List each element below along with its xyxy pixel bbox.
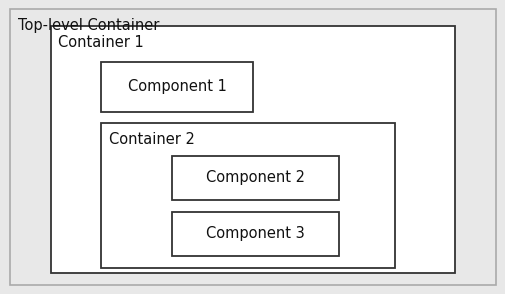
Bar: [101, 62, 252, 112]
Text: Container 1: Container 1: [58, 35, 143, 50]
Text: Component 3: Component 3: [206, 226, 305, 241]
Bar: [172, 156, 338, 200]
Text: Top-level Container: Top-level Container: [18, 18, 159, 33]
Text: Component 2: Component 2: [206, 170, 305, 186]
Text: Component 1: Component 1: [127, 79, 226, 94]
Bar: [172, 212, 338, 256]
Bar: [50, 26, 454, 273]
Text: Container 2: Container 2: [109, 132, 194, 147]
Bar: [101, 123, 394, 268]
